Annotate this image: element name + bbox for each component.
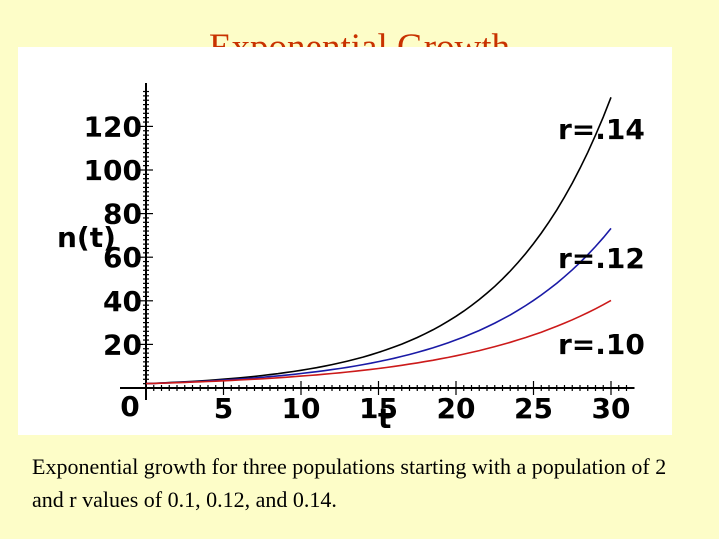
- x-tick-label: 25: [514, 392, 553, 425]
- series-label: r=.12: [558, 242, 645, 275]
- x-tick-label: 20: [437, 392, 476, 425]
- series-lines: [145, 97, 612, 385]
- caption: Exponential growth for three populations…: [32, 454, 667, 512]
- x-tick-label: 5: [214, 392, 233, 425]
- series-labels: r=.14 r=.12 r=.10: [558, 113, 645, 361]
- plot-panel: [18, 47, 672, 435]
- x-tick-label: 30: [592, 392, 631, 425]
- y-tick-label: 80: [103, 198, 142, 231]
- series-label: r=.10: [558, 328, 645, 361]
- x-tick-label: 10: [282, 392, 321, 425]
- tick-labels: 20 40 60 80 100 120 5 10 15 20 25 30 0: [84, 110, 631, 425]
- series-line-r12: [145, 227, 612, 385]
- series-label: r=.14: [558, 113, 645, 146]
- y-tick-label: 120: [84, 110, 142, 143]
- y-tick-label: 20: [103, 328, 142, 361]
- x-axis-label: t: [378, 402, 391, 435]
- tick-marks: [139, 90, 628, 395]
- y-tick-label: 60: [103, 241, 142, 274]
- x-tick-label: 15: [359, 392, 398, 425]
- origin-label: 0: [120, 390, 139, 423]
- y-tick-label: 40: [103, 285, 142, 318]
- series-line-r14: [145, 97, 612, 385]
- series-line-r10: [145, 299, 612, 385]
- y-axis-label: n(t): [57, 221, 116, 254]
- y-tick-label: 100: [84, 154, 142, 187]
